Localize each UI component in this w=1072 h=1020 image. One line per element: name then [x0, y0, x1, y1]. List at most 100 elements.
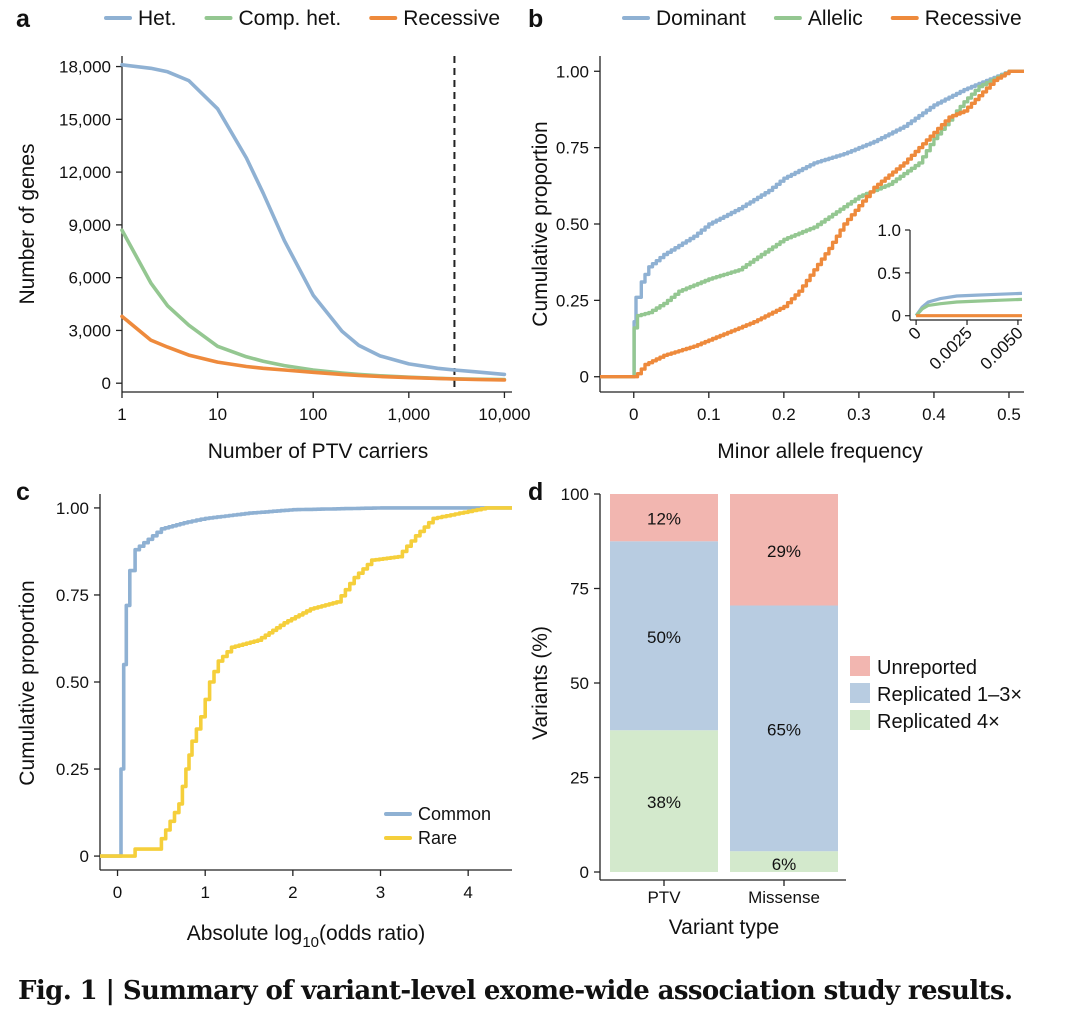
x-tick-label: 10: [208, 405, 227, 424]
legend-label: Recessive: [925, 7, 1022, 30]
x-axis-title: Variant type: [669, 916, 780, 939]
bar-segment-unreported: [610, 494, 718, 542]
x-axis-title: Minor allele frequency: [717, 440, 923, 463]
y-tick-label: 12,000: [59, 163, 111, 182]
x-axis-title-main: Absolute log: [187, 922, 303, 945]
data-label: 29%: [767, 542, 801, 561]
y-tick-label: 18,000: [59, 58, 111, 77]
x-tick-label: 10,000: [478, 405, 530, 424]
y-tick-label: 0.50: [556, 215, 589, 234]
inset-series-line-dominant: [914, 291, 1023, 317]
y-tick-label: 75: [570, 580, 589, 599]
y-tick-label: 3,000: [68, 321, 111, 340]
y-tick-label: 0.25: [56, 760, 89, 779]
legend-label: Unreported: [877, 657, 977, 679]
x-axis-title-subscript: 10: [302, 934, 319, 951]
legend-label: Comp. het.: [239, 7, 342, 30]
y-tick-label: 0: [580, 863, 589, 882]
x-tick-label: 0.5: [997, 405, 1021, 424]
bar-segment-replicated4: [730, 851, 838, 872]
y-tick-label: 15,000: [59, 110, 111, 129]
x-axis-title: Absolute log10(odds ratio): [187, 922, 426, 951]
series-line-comp-het-: [120, 228, 507, 382]
series-line-common: [100, 506, 512, 858]
inset-background: [868, 222, 1026, 390]
bar-segment-replicated13: [610, 541, 718, 731]
y-tick-label: 1.00: [556, 62, 589, 81]
data-label: 38%: [647, 793, 681, 812]
panel-c: c 0 1 2 3 4 0 0.25 0.50 0.75 1.00 Common Rare Absolut…: [16, 478, 512, 951]
panel-a: a Het. Comp. het. Recessive 1 10 100 1,000 10,00…: [16, 5, 530, 463]
y-tick-label: 6,000: [68, 269, 111, 288]
legend-label: Rare: [418, 828, 457, 848]
x-tick-label: 0.3: [847, 405, 871, 424]
data-label: 50%: [647, 628, 681, 647]
y-axis-title: Cumulative proportion: [16, 580, 39, 785]
legend-label: Common: [418, 804, 491, 824]
bar-segment-replicated13: [730, 605, 838, 852]
x-tick-label: 4: [463, 883, 472, 902]
series-line-dominant: [600, 69, 1024, 379]
x-tick-label: 0.1: [697, 405, 721, 424]
data-label: 65%: [767, 720, 801, 739]
x-tick-label: 100: [299, 405, 327, 424]
bar-segment-replicated4: [610, 730, 718, 872]
y-tick-label: 0: [102, 374, 111, 393]
bar-segment-unreported: [730, 494, 838, 606]
legend-swatch: [850, 683, 870, 703]
inset-y-tick-label: 0: [892, 307, 901, 326]
x-tick-label: 0.2: [772, 405, 796, 424]
y-tick-label: 0: [580, 368, 589, 387]
x-tick-label: 1,000: [388, 405, 431, 424]
legend-label: Replicated 4×: [877, 711, 1000, 733]
x-tick-label: Missense: [748, 888, 820, 907]
y-tick-label: 0.75: [556, 139, 589, 158]
y-tick-label: 25: [570, 769, 589, 788]
inset-series-line-allelic: [914, 297, 1023, 317]
x-tick-label: 2: [288, 883, 297, 902]
panel-d: d 0 25 50 75 100 38% 50% 12% PTV 6% 65% 29% Missense V…: [528, 478, 1022, 939]
inset-y-tick-label: 1.0: [877, 221, 901, 240]
inset-y-tick-label: 0.5: [877, 264, 901, 283]
data-label: 6%: [772, 855, 797, 874]
y-axis-title: Number of genes: [16, 143, 39, 304]
legend-swatch: [850, 656, 870, 676]
panel-letter: c: [16, 478, 30, 506]
legend-label: Replicated 1–3×: [877, 684, 1022, 706]
legend-label: Allelic: [808, 7, 863, 30]
x-tick-label: 1: [200, 883, 209, 902]
x-tick-label: 1: [117, 405, 126, 424]
y-tick-label: 0.75: [56, 586, 89, 605]
y-tick-label: 1.00: [56, 499, 89, 518]
x-tick-label: 3: [376, 883, 385, 902]
legend-label: Recessive: [403, 7, 500, 30]
x-axis-title: Number of PTV carriers: [208, 440, 429, 463]
series-line-recessive: [120, 314, 507, 382]
series-line-recessive: [600, 69, 1024, 379]
y-tick-label: 50: [570, 674, 589, 693]
y-tick-label: 9,000: [68, 216, 111, 235]
x-tick-label: 0.4: [922, 405, 946, 424]
x-tick-label: 0: [629, 405, 638, 424]
panel-letter: a: [16, 5, 31, 33]
y-tick-label: 0: [80, 847, 89, 866]
series-line-het-: [120, 63, 507, 377]
x-tick-label: 0: [113, 883, 122, 902]
panel-letter: b: [528, 5, 543, 33]
x-tick-label: PTV: [647, 888, 681, 907]
x-axis-title-rest: (odds ratio): [319, 922, 425, 945]
y-tick-label: 100: [561, 485, 589, 504]
series-line-rare: [100, 506, 512, 858]
caption-label: Fig. 1 | Summary of variant-level exome-…: [18, 976, 1013, 1006]
y-axis-title: Cumulative proportion: [529, 121, 552, 326]
data-label: 12%: [647, 510, 681, 529]
figure-caption: Fig. 1 | Summary of variant-level exome-…: [18, 976, 1013, 1006]
panel-letter: d: [528, 478, 543, 506]
legend-label: Het.: [138, 7, 177, 30]
legend-swatch: [850, 710, 870, 730]
panel-b: b Dominant Allelic Recessive 0 0.1 0.2 0.3 0.4 0.…: [528, 5, 1027, 463]
y-tick-label: 0.25: [556, 291, 589, 310]
legend-label: Dominant: [656, 7, 746, 30]
y-axis-title: Variants (%): [529, 626, 552, 740]
